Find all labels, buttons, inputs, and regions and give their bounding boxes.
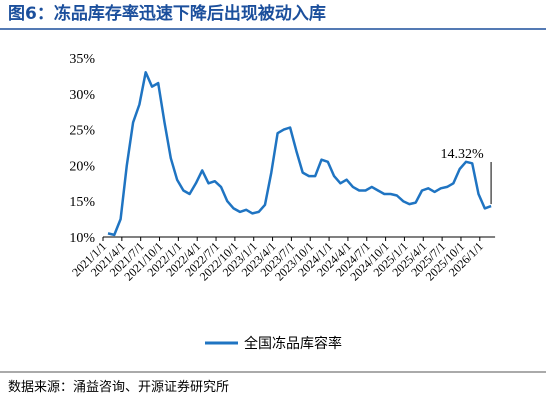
y-tick-label: 30% (69, 88, 95, 103)
annotation: 14.32% (440, 147, 484, 162)
line-series (107, 71, 492, 237)
y-tick-label: 20% (69, 159, 95, 174)
y-tick-label: 10% (69, 231, 95, 246)
chart-title: 图6：冻品库存率迅速下降后出现被动入库 (8, 3, 326, 24)
y-tick-label: 15% (69, 195, 95, 210)
y-tick-label: 25% (69, 124, 95, 139)
source: 数据来源：涌益咨询、开源证券研究所 (8, 379, 229, 395)
legend-label: 全国冻品库容率 (244, 335, 342, 352)
y-tick-label: 35% (69, 52, 95, 67)
